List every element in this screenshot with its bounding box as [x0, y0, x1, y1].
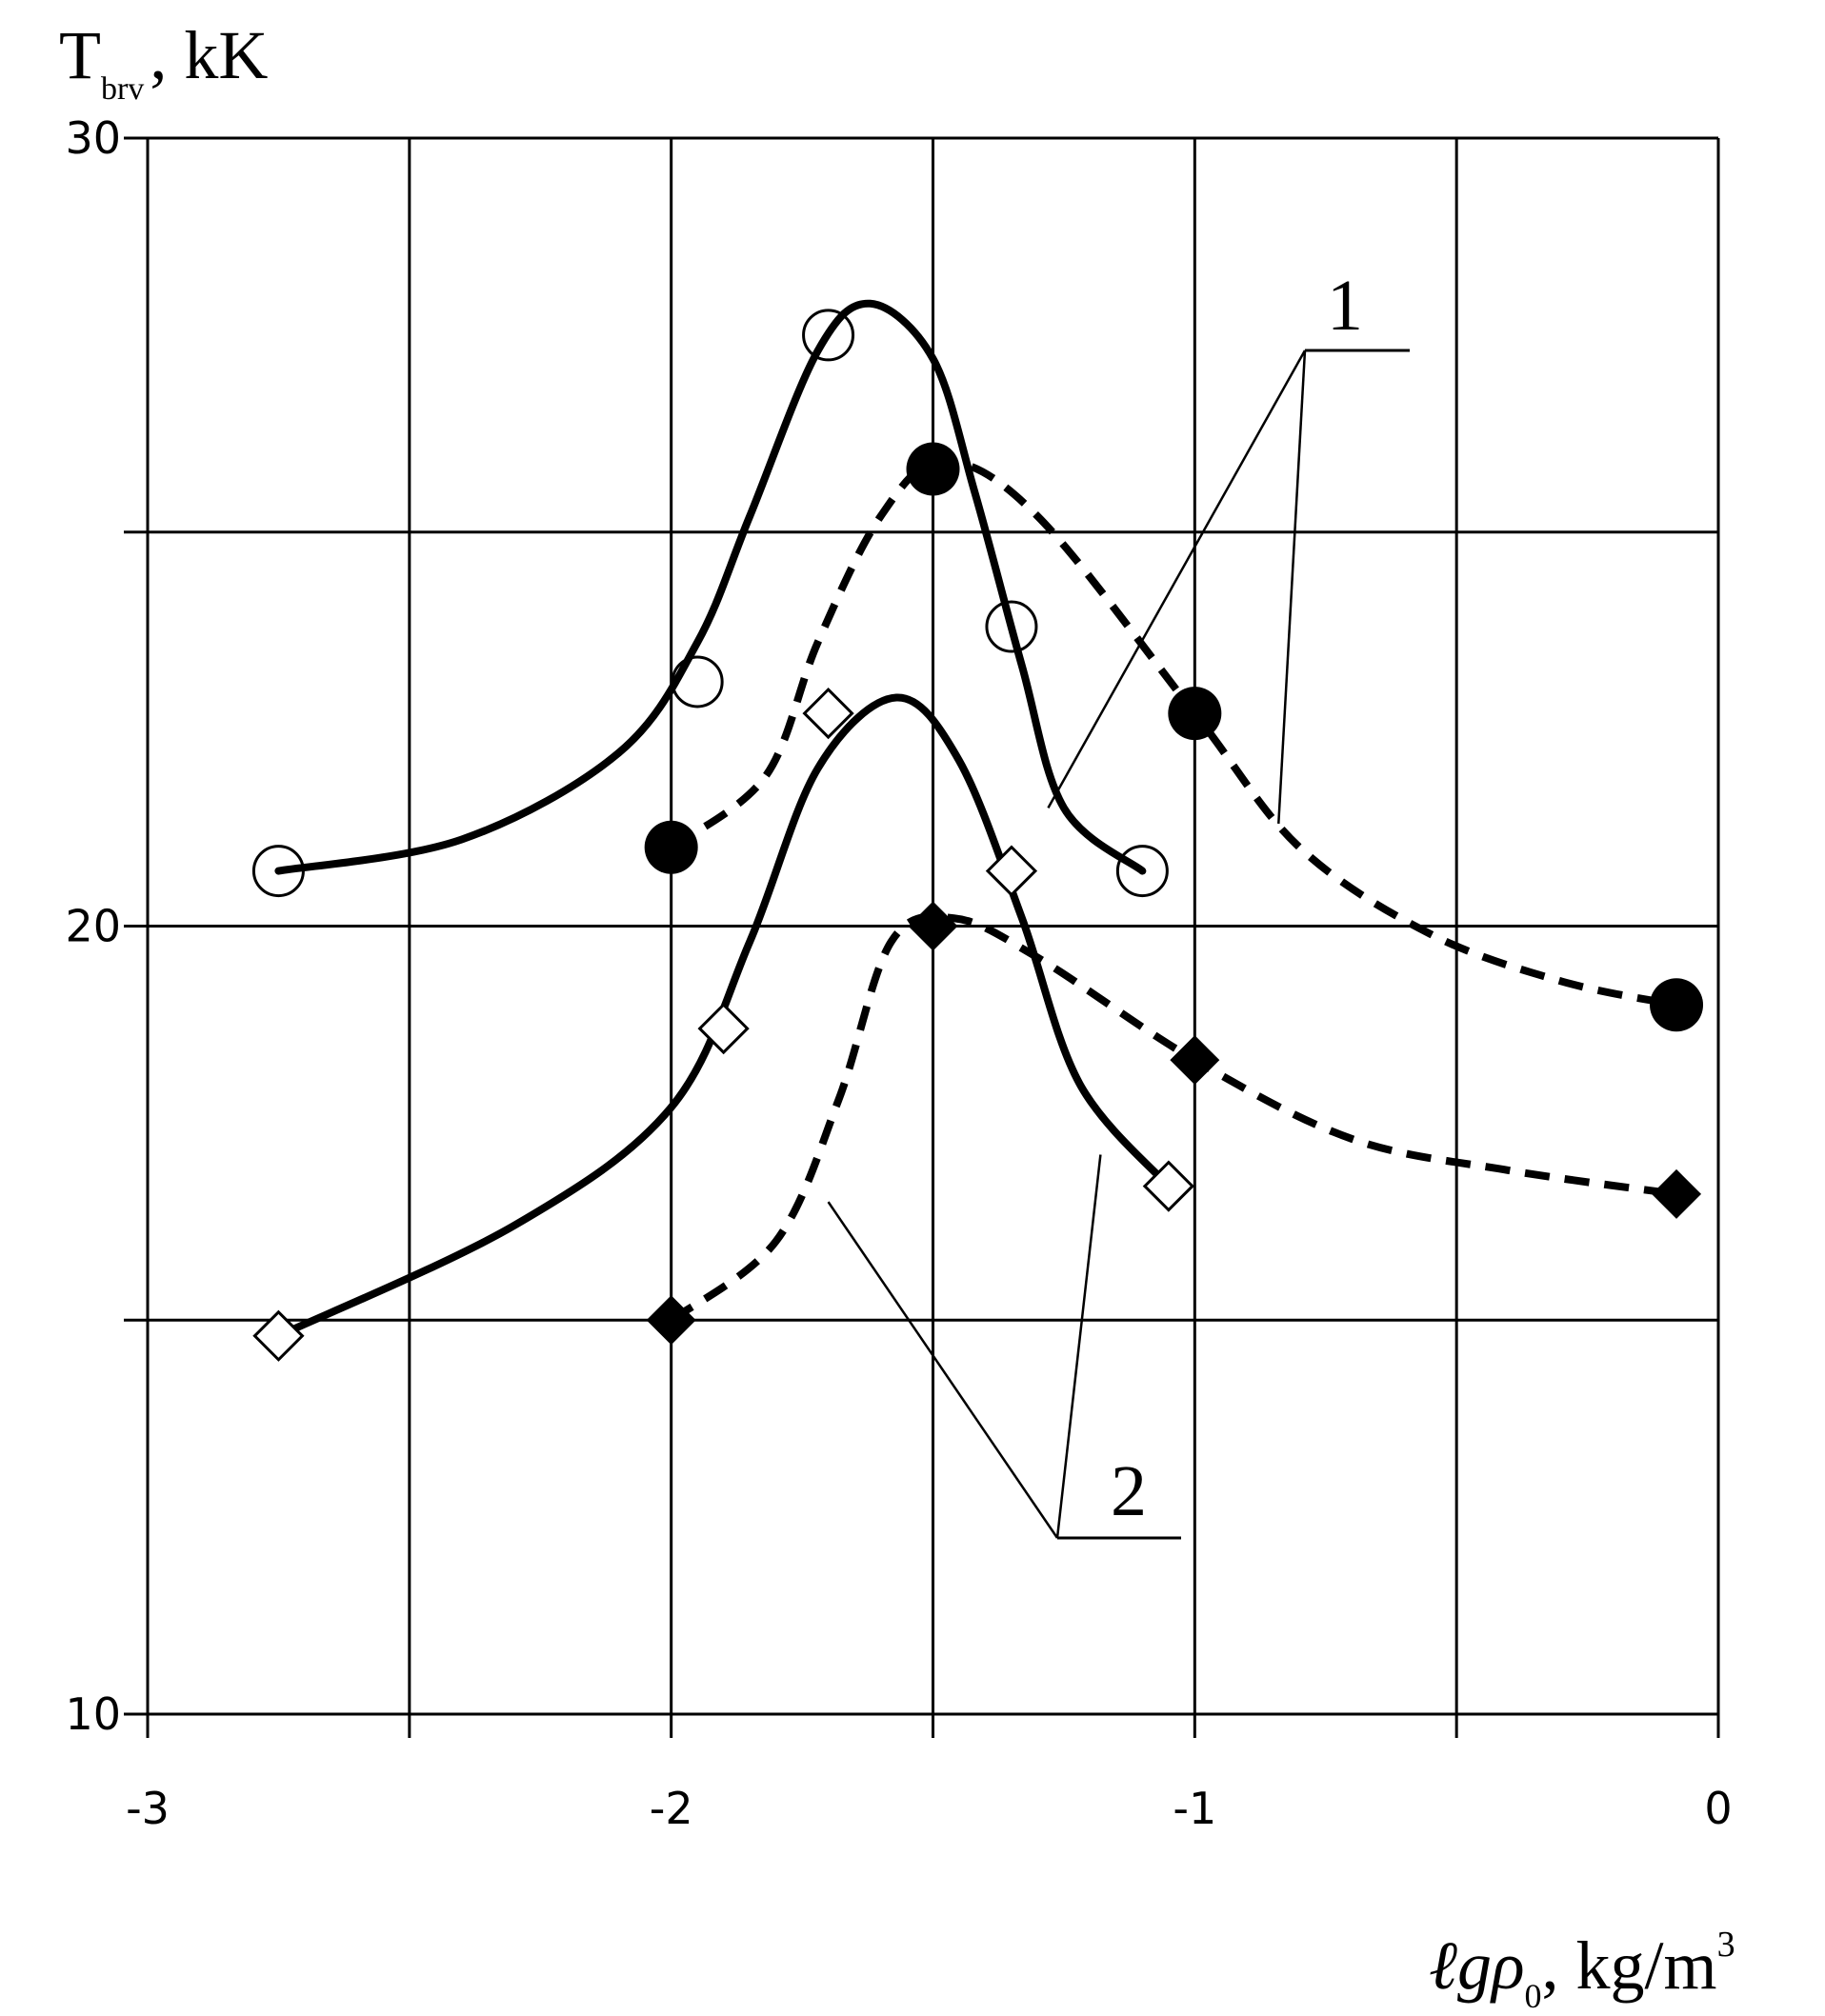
- x-tick-label: -1: [1173, 1783, 1216, 1834]
- series-line-3: [274, 693, 1173, 1340]
- y-axis-title: Tbrv, kK: [59, 17, 268, 107]
- data-point-3: [697, 1002, 750, 1055]
- tick-labels: 10 20 30 -3 -2 -1 0: [65, 112, 1732, 1834]
- data-point-3: [1142, 1160, 1194, 1212]
- y-tick-label: 30: [65, 112, 121, 164]
- callout-leader-2: [1055, 1154, 1102, 1539]
- series-curves: [274, 299, 1677, 1340]
- grid: [124, 136, 1720, 1738]
- callout-label-2: 2: [1111, 1451, 1147, 1531]
- data-point-4: [1652, 1168, 1702, 1219]
- data-point-1: [802, 309, 855, 362]
- x-axis-title: ℓgρ0, kg/m3: [1429, 1925, 1735, 2015]
- data-point-1: [671, 655, 724, 709]
- callout-label-1: 1: [1327, 266, 1363, 346]
- callout-leader-1: [1277, 349, 1307, 824]
- callout-leader-1: [1047, 349, 1307, 808]
- data-point-2: [906, 442, 960, 496]
- series-line-4: [669, 912, 1677, 1324]
- callout-leader-2: [827, 1201, 1059, 1539]
- data-point-3: [985, 845, 1038, 897]
- data-point-3: [802, 687, 854, 740]
- series-line-1: [274, 299, 1147, 875]
- data-point-2: [1168, 687, 1222, 741]
- data-point-2: [1650, 978, 1704, 1032]
- data-point-4: [646, 1295, 696, 1346]
- data-point-1: [251, 845, 305, 898]
- data-point-4: [908, 901, 958, 951]
- data-point-2: [644, 820, 698, 874]
- data-point-1: [985, 600, 1038, 653]
- x-tick-label: 0: [1704, 1783, 1732, 1834]
- x-tick-label: -3: [126, 1783, 170, 1834]
- y-tick-label: 20: [65, 901, 121, 952]
- series-markers: [251, 309, 1704, 1362]
- data-point-1: [1115, 845, 1169, 898]
- data-point-4: [1170, 1035, 1220, 1086]
- y-tick-label: 10: [65, 1688, 121, 1740]
- x-tick-label: -2: [650, 1783, 693, 1834]
- data-point-3: [252, 1309, 305, 1362]
- series-line-2: [669, 457, 1677, 1009]
- callouts: 12: [827, 266, 1410, 1540]
